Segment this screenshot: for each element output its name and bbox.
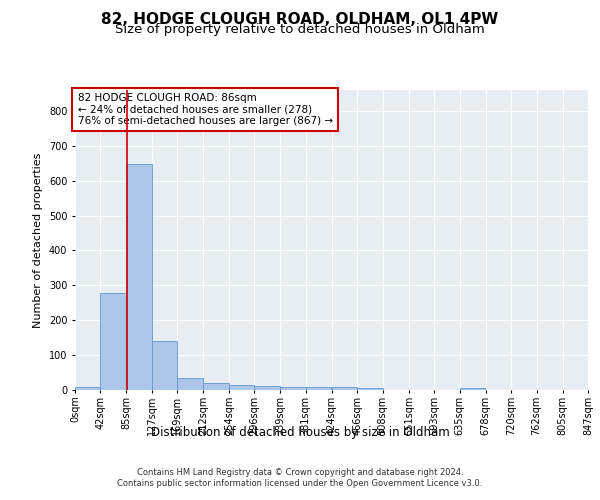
Bar (229, 385, 254, 390)
Text: Contains HM Land Registry data © Crown copyright and database right 2024.
Contai: Contains HM Land Registry data © Crown c… (118, 468, 482, 487)
Bar (460, 388, 485, 390)
Bar (100, 293, 126, 390)
Text: 82 HODGE CLOUGH ROAD: 86sqm
← 24% of detached houses are smaller (278)
76% of se: 82 HODGE CLOUGH ROAD: 86sqm ← 24% of det… (77, 93, 332, 126)
Bar (306, 386, 331, 390)
Bar (332, 387, 357, 390)
Bar (127, 164, 152, 390)
Bar (178, 378, 203, 390)
Bar (75, 387, 100, 390)
Bar (152, 341, 178, 390)
Text: Distribution of detached houses by size in Oldham: Distribution of detached houses by size … (151, 426, 449, 439)
Bar (203, 383, 229, 390)
Bar (254, 386, 280, 390)
Text: 82, HODGE CLOUGH ROAD, OLDHAM, OL1 4PW: 82, HODGE CLOUGH ROAD, OLDHAM, OL1 4PW (101, 12, 499, 28)
Bar (280, 387, 306, 390)
Bar (357, 388, 383, 390)
Text: Size of property relative to detached houses in Oldham: Size of property relative to detached ho… (115, 22, 485, 36)
Y-axis label: Number of detached properties: Number of detached properties (34, 152, 43, 328)
